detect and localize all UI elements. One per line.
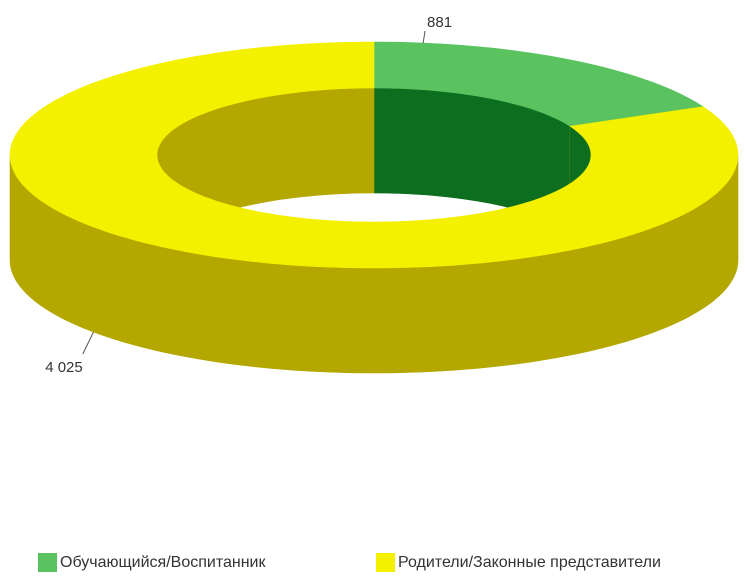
legend-label-students: Обучающийся/Воспитанник [60,553,266,571]
data-label-leader-parents [82,331,94,355]
legend-label-parents: Родители/Законные представители [398,553,661,571]
data-label-students: 881 [427,14,452,31]
chart-slices [9,41,739,374]
chart-data-labels: 881 4 025 [45,14,452,376]
legend-swatch-parents [376,553,395,572]
chart-legend: Обучающийся/Воспитанник Родители/Законны… [0,551,745,578]
legend-swatch-students [38,553,57,572]
legend-item-students[interactable]: Обучающийся/Воспитанник [38,553,265,572]
data-label-leader-students [422,30,426,44]
legend-item-parents[interactable]: Родители/Законные представители [376,553,661,572]
data-label-parents: 4 025 [45,359,83,376]
slice-parents[interactable] [9,41,739,269]
